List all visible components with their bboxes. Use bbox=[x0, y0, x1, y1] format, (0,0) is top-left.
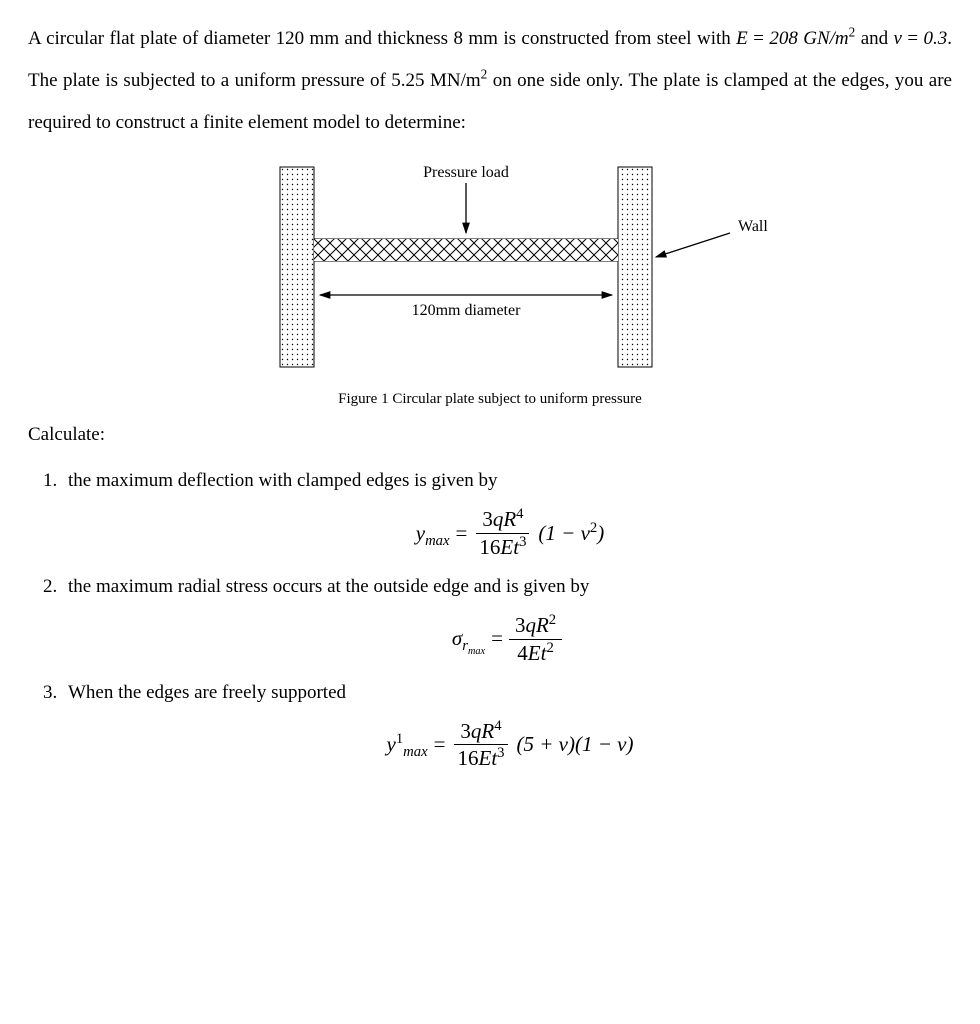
figure-1: Pressure load 120mm diameter Wall Figure… bbox=[28, 147, 952, 408]
list-item: the maximum deflection with clamped edge… bbox=[62, 466, 952, 560]
formula-3: y1max = 3qR4 16Et3 (5 + v)(1 − v) bbox=[68, 718, 952, 772]
list-item: When the edges are freely supported y1ma… bbox=[62, 678, 952, 772]
calculate-list: the maximum deflection with clamped edge… bbox=[62, 466, 952, 772]
item-text: the maximum deflection with clamped edge… bbox=[68, 470, 498, 491]
figure-svg: Pressure load 120mm diameter Wall bbox=[210, 147, 770, 377]
item-text: When the edges are freely supported bbox=[68, 682, 346, 703]
list-item: the maximum radial stress occurs at the … bbox=[62, 572, 952, 666]
item-text: the maximum radial stress occurs at the … bbox=[68, 576, 589, 597]
page: A circular flat plate of diameter 120 mm… bbox=[0, 0, 980, 1024]
diameter-label: 120mm diameter bbox=[412, 302, 522, 319]
figure-caption: Figure 1 Circular plate subject to unifo… bbox=[28, 390, 952, 408]
wall-label: Wall bbox=[738, 218, 768, 235]
problem-statement: A circular flat plate of diameter 120 mm… bbox=[28, 18, 952, 143]
calculate-heading: Calculate: bbox=[28, 414, 952, 456]
formula-1: ymax = 3qR4 16Et3 (1 − v2) bbox=[68, 506, 952, 560]
formula-2: σrmax = 3qR2 4Et2 bbox=[68, 612, 952, 666]
pressure-load-label: Pressure load bbox=[423, 164, 509, 181]
